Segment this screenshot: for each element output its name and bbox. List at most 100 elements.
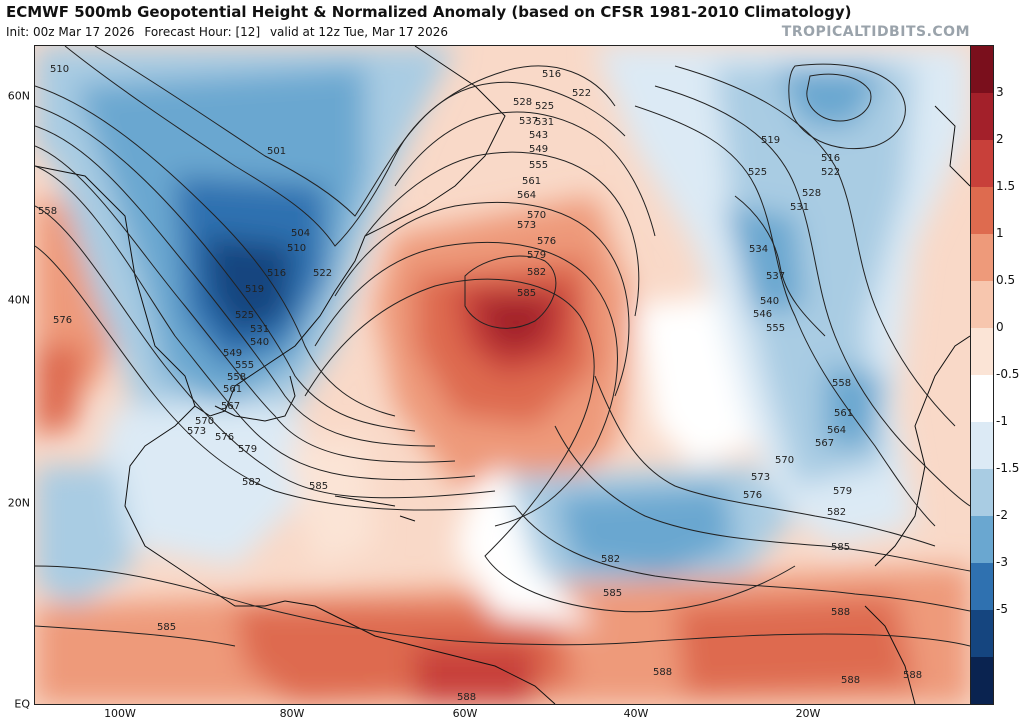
- contour-label: 573: [187, 426, 206, 437]
- colorbar-segment: [971, 469, 993, 517]
- contour-label: 537: [766, 271, 785, 282]
- contour-label: 567: [221, 401, 240, 412]
- contour-label: 573: [517, 220, 536, 231]
- chart-title: ECMWF 500mb Geopotential Height & Normal…: [6, 3, 852, 21]
- contour-label: 549: [529, 144, 548, 155]
- chart-subtitle: Init: 00z Mar 17 2026 Forecast Hour: [12…: [6, 25, 454, 39]
- colorbar-segment: [971, 328, 993, 376]
- contour-label: 537: [519, 116, 538, 127]
- contour-label: 582: [827, 507, 846, 518]
- contour-label: 582: [527, 267, 546, 278]
- colorbar-tick-label: 0.5: [996, 273, 1016, 287]
- contour-label: 534: [749, 244, 768, 255]
- contour-label: 579: [238, 444, 257, 455]
- contour-label: 510: [50, 64, 69, 75]
- contour-label: 519: [245, 284, 264, 295]
- contour-label: 522: [572, 88, 591, 99]
- colorbar-tick-label: -1: [996, 414, 1008, 428]
- colorbar-tick-label: 3: [996, 85, 1004, 99]
- colorbar-tick-label: 1: [996, 226, 1004, 240]
- contour-label: 582: [601, 554, 620, 565]
- contour-label: 531: [535, 117, 554, 128]
- lon-label: 20W: [795, 707, 821, 720]
- contour-label: 576: [215, 432, 234, 443]
- contour-label: 564: [517, 190, 536, 201]
- contour-label: 576: [743, 490, 762, 501]
- colorbar-segment: [971, 187, 993, 235]
- contour-label: 522: [821, 167, 840, 178]
- contour-label: 570: [195, 416, 214, 427]
- lat-label: 60N: [7, 89, 30, 103]
- site-watermark: TROPICALTIDBITS.COM: [781, 24, 970, 40]
- contour-label: 504: [291, 228, 310, 239]
- anomaly-fields: [35, 46, 970, 704]
- lon-label: 60W: [452, 707, 478, 720]
- contour-label: 588: [831, 607, 850, 618]
- colorbar-tick-label: -5: [996, 602, 1008, 616]
- contour-label: 510: [287, 243, 306, 254]
- contour-label: 588: [841, 675, 860, 686]
- lon-label: 100W: [104, 707, 136, 720]
- contour-label: 588: [903, 670, 922, 681]
- contour-label: 549: [223, 348, 242, 359]
- colorbar-tick-label: -0.5: [996, 367, 1020, 381]
- contour-label: 585: [309, 481, 328, 492]
- contour-label: 561: [223, 384, 242, 395]
- colorbar-tick-label: 2: [996, 132, 1004, 146]
- contour-label: 588: [653, 667, 672, 678]
- contour-label: 570: [527, 210, 546, 221]
- contour-label: 528: [802, 188, 821, 199]
- contour-label: 576: [53, 315, 72, 326]
- lon-label: 80W: [279, 707, 305, 720]
- forecast-hour: Forecast Hour: [12]: [144, 25, 261, 39]
- colorbar-tick-label: 0: [996, 320, 1004, 334]
- coastlines: [35, 46, 970, 704]
- colorbar-segment: [971, 422, 993, 470]
- colorbar-tick-label: -3: [996, 555, 1008, 569]
- contour-label: 555: [235, 360, 254, 371]
- lat-label: 20N: [7, 496, 30, 510]
- contour-label: 531: [250, 324, 269, 335]
- contour-label: 516: [267, 268, 286, 279]
- height-contours: [35, 46, 970, 647]
- contour-label: 585: [157, 622, 176, 633]
- contour-label: 561: [522, 176, 541, 187]
- contour-label: 501: [267, 146, 286, 157]
- contour-label: 525: [235, 310, 254, 321]
- contour-labels: 510 501 504 510 516 519 522 525 531 540 …: [38, 64, 922, 703]
- contour-label: 585: [603, 588, 622, 599]
- contour-label: 573: [751, 472, 770, 483]
- contour-label: 585: [517, 288, 536, 299]
- lat-label: EQ: [14, 697, 30, 711]
- colorbar-segment: [971, 46, 993, 94]
- contour-label: 579: [833, 486, 852, 497]
- colorbar-segment: [971, 234, 993, 282]
- colorbar-tick-label: 1.5: [996, 179, 1016, 193]
- contour-label: 522: [313, 268, 332, 279]
- contour-label: 525: [748, 167, 767, 178]
- valid-time: valid at 12z Tue, Mar 17 2026: [269, 25, 448, 39]
- contour-label: 567: [815, 438, 834, 449]
- contour-label: 516: [821, 153, 840, 164]
- colorbar-segment: [971, 93, 993, 141]
- colorbar-segment: [971, 281, 993, 329]
- map-panel: 510 501 504 510 516 519 522 525 531 540 …: [34, 45, 971, 705]
- lon-label: 40W: [623, 707, 649, 720]
- contour-label: 579: [527, 250, 546, 261]
- colorbar-tick-label: -2: [996, 508, 1008, 522]
- contour-label: 540: [760, 296, 779, 307]
- colorbar-segment: [971, 140, 993, 188]
- contour-label: 558: [832, 378, 851, 389]
- contour-label: 528: [513, 97, 532, 108]
- lat-label: 40N: [7, 293, 30, 307]
- colorbar-segment: [971, 563, 993, 611]
- contour-label: 585: [831, 542, 850, 553]
- contour-label: 561: [834, 408, 853, 419]
- contour-label: 516: [542, 69, 561, 80]
- contour-label: 564: [827, 425, 846, 436]
- contour-label: 525: [535, 101, 554, 112]
- contour-label: 588: [457, 692, 476, 703]
- contour-label: 540: [250, 337, 269, 348]
- contour-label: 558: [227, 372, 246, 383]
- colorbar-segment: [971, 375, 993, 423]
